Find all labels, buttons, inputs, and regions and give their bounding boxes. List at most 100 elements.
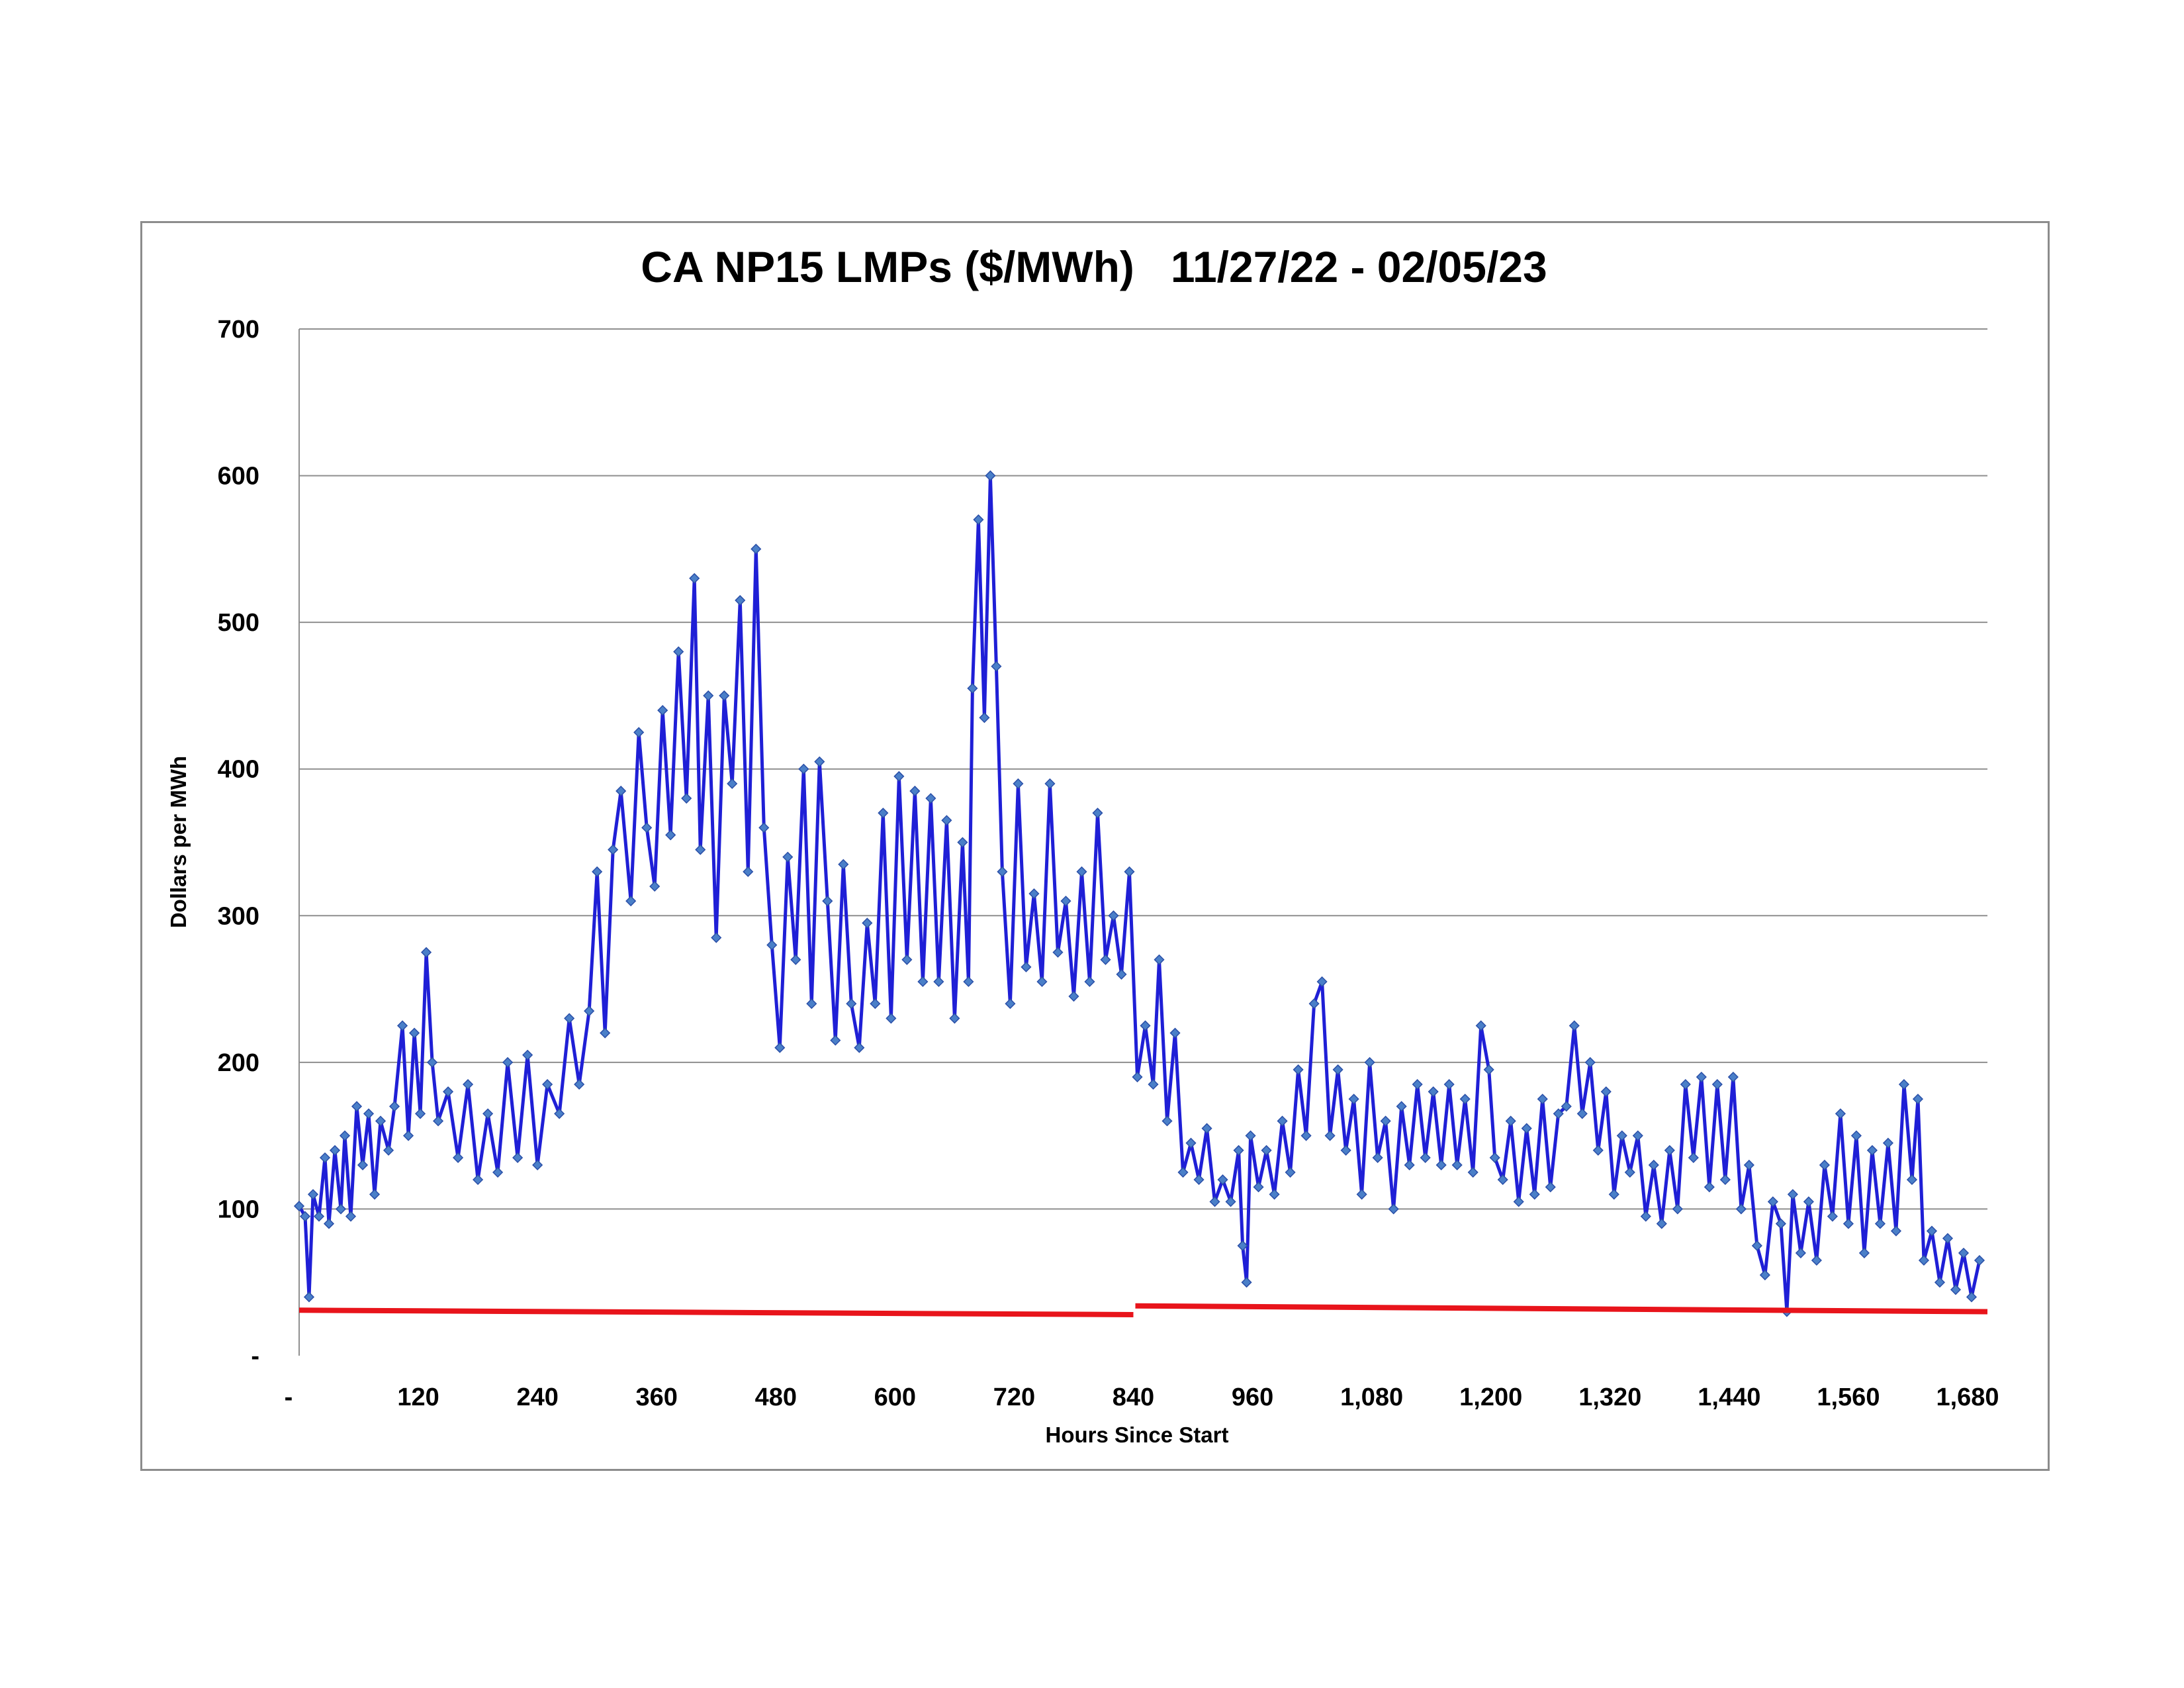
price-data-point (1735, 1203, 1747, 1215)
price-data-point (1052, 947, 1064, 958)
price-data-point (719, 690, 730, 701)
reference-line-segment (1135, 1303, 1988, 1315)
price-data-point (1060, 896, 1071, 907)
price-data-point (997, 866, 1008, 877)
price-data-point (1412, 1079, 1423, 1090)
price-data-point (502, 1056, 514, 1068)
price-data-point (1743, 1159, 1754, 1171)
price-data-point (1217, 1174, 1228, 1186)
price-data-point (917, 976, 929, 988)
price-data-point (1324, 1130, 1336, 1141)
price-data-point (1451, 1159, 1463, 1171)
x-tick-label: 360 (636, 1383, 678, 1411)
reference-line-segment (298, 1307, 1134, 1317)
price-data-point (1316, 976, 1328, 988)
price-data-point (625, 896, 637, 907)
price-data-point (299, 1211, 311, 1222)
price-data-point (1906, 1174, 1918, 1186)
chart-title: CA NP15 LMPs ($/MWh) 11/27/22 - 02/05/23 (641, 242, 1547, 291)
price-data-point (1300, 1130, 1312, 1141)
price-data-point (1874, 1218, 1886, 1229)
price-data-point (830, 1035, 841, 1046)
price-data-point (673, 646, 684, 657)
price-data-point (492, 1166, 504, 1178)
price-data-point (963, 976, 974, 988)
price-data-point (1890, 1225, 1902, 1237)
price-data-point (681, 792, 692, 804)
price-data-point (409, 1027, 420, 1039)
price-data-point (1185, 1137, 1197, 1149)
price-data-point (1177, 1166, 1189, 1178)
price-data-point (357, 1159, 369, 1171)
price-data-point (1489, 1152, 1500, 1163)
price-data-point (1656, 1218, 1667, 1229)
price-data-point (1942, 1233, 1954, 1244)
price-data-point (1688, 1152, 1699, 1163)
price-data-point (1443, 1079, 1455, 1090)
price-data-point (1576, 1108, 1588, 1119)
price-data-point (351, 1101, 363, 1112)
y-tick-label: 300 (218, 902, 259, 930)
x-tick-label: 1,560 (1817, 1383, 1880, 1411)
price-data-point (1293, 1064, 1304, 1075)
price-data-point (1013, 778, 1024, 789)
price-data-point (862, 917, 873, 929)
price-data-point (1592, 1145, 1604, 1156)
price-data-point (991, 661, 1002, 672)
price-data-point (1759, 1270, 1770, 1281)
price-data-point (886, 1013, 897, 1024)
price-data-point (1966, 1291, 1978, 1303)
price-data-point (1803, 1196, 1814, 1207)
price-data-point (1233, 1145, 1244, 1156)
price-data-point (1348, 1094, 1359, 1105)
price-data-point (473, 1174, 484, 1186)
gridlines (299, 328, 1987, 1210)
price-data-point (1396, 1101, 1407, 1112)
price-data-point (1420, 1152, 1431, 1163)
price-data-point (901, 954, 913, 965)
price-data-point (1751, 1240, 1762, 1251)
price-data-point (1169, 1027, 1181, 1039)
price-data-point (893, 771, 905, 782)
price-data-point (1680, 1079, 1691, 1090)
price-data-point (870, 998, 881, 1009)
price-data-point (615, 785, 627, 797)
y-tick-labels: - 100 200 300 400 500 600 700 (218, 316, 259, 1370)
price-data-point (657, 705, 668, 716)
price-data-point (949, 1013, 960, 1024)
price-data-point (307, 1189, 319, 1200)
price-data-point (1664, 1145, 1675, 1156)
price-data-point (383, 1145, 394, 1156)
price-data-point (689, 573, 700, 584)
price-data-point (1021, 961, 1032, 972)
price-data-point (1245, 1130, 1256, 1141)
price-data-point (751, 543, 762, 555)
price-data-point (600, 1027, 611, 1039)
price-data-point (957, 837, 968, 848)
series (293, 470, 1988, 1317)
price-data-point (774, 1042, 786, 1053)
y-axis-title: Dollars per MWh (166, 756, 191, 928)
price-data-point (1569, 1020, 1580, 1031)
price-data-point (1201, 1123, 1212, 1134)
price-data-point (403, 1130, 414, 1141)
price-data-point (1898, 1079, 1910, 1090)
price-data-point (854, 1042, 865, 1053)
price-data-point (1435, 1159, 1447, 1171)
price-data-point (415, 1108, 426, 1119)
price-data-point (838, 859, 849, 870)
price-data-point (1364, 1056, 1375, 1068)
price-data-point (941, 815, 952, 826)
price-data-point (522, 1049, 533, 1060)
price-data-point (1132, 1071, 1143, 1083)
price-data-point (329, 1145, 341, 1156)
price-data-point (1505, 1115, 1516, 1127)
price-data-point (1332, 1064, 1343, 1075)
price-data-point (1529, 1189, 1540, 1200)
y-tick-label: 200 (218, 1049, 259, 1077)
price-data-point (1608, 1189, 1619, 1200)
price-data-point (1028, 888, 1040, 900)
price-data-point (1467, 1166, 1479, 1178)
x-tick-label: 600 (874, 1383, 916, 1411)
